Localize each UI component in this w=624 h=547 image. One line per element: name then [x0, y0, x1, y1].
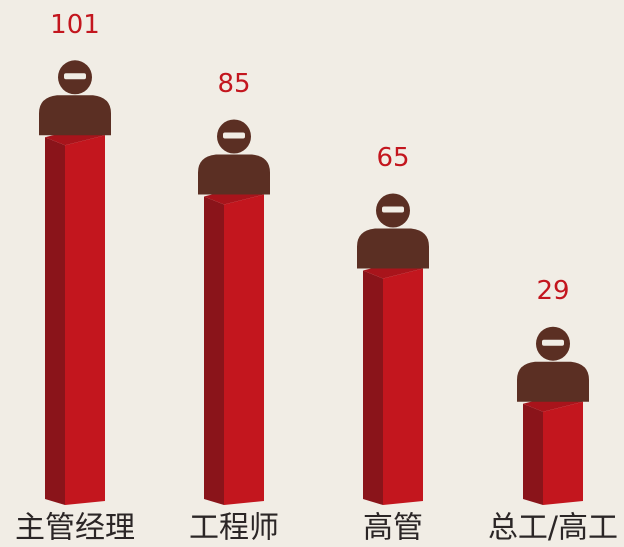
x-tick-label: 工程师	[189, 511, 279, 546]
bar-side	[45, 137, 65, 506]
value-label: 101	[50, 10, 100, 40]
icon-body	[357, 228, 429, 269]
icon-body	[198, 154, 270, 195]
icon-detail	[64, 73, 86, 80]
bar	[224, 194, 264, 505]
value-label: 85	[217, 69, 250, 99]
person-icon	[517, 326, 589, 402]
icon-detail	[223, 132, 245, 139]
icon-body	[517, 361, 589, 402]
bar-side	[523, 403, 543, 505]
x-tick-label: 主管经理	[15, 511, 135, 546]
person-icon	[39, 60, 111, 136]
icon-body	[39, 95, 111, 136]
icon-detail	[382, 206, 404, 213]
bar	[383, 268, 423, 505]
bar	[543, 401, 583, 505]
bar	[65, 135, 105, 506]
bar-side	[363, 270, 383, 505]
x-tick-label: 高管	[363, 511, 423, 546]
icon-detail	[542, 339, 564, 346]
bar-side	[204, 196, 224, 505]
value-label: 65	[376, 143, 409, 173]
person-icon	[198, 119, 270, 195]
value-label: 29	[536, 276, 569, 306]
x-tick-label: 总工/高工	[488, 511, 618, 546]
person-icon	[357, 193, 429, 269]
